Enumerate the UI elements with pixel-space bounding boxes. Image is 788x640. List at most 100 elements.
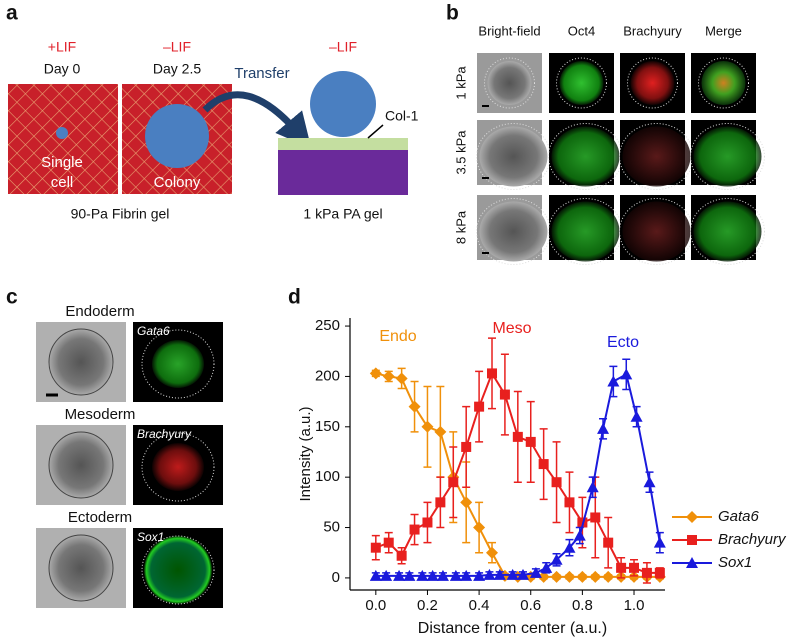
cell-signal [551, 201, 620, 262]
marker [409, 524, 420, 535]
marker [422, 517, 433, 528]
marker [449, 569, 462, 581]
marker [602, 570, 615, 583]
colony [48, 431, 114, 499]
germ-layer: Ectoderm [68, 509, 132, 526]
marker [493, 568, 506, 580]
column-header: Bright-field [478, 23, 540, 38]
condition: –LIF [163, 39, 191, 55]
marker [686, 511, 698, 523]
day: Day 0 [44, 61, 81, 77]
marker [416, 569, 429, 581]
marker [628, 570, 641, 583]
column-header: Brachyury [623, 23, 682, 38]
cell-signal [630, 61, 675, 105]
signal [144, 536, 212, 604]
marker [564, 497, 575, 508]
marker [653, 536, 666, 548]
marker [590, 512, 601, 523]
outline [627, 57, 678, 109]
x-tick-label: 0.0 [365, 597, 386, 614]
marker [460, 569, 473, 581]
germ-layer: Endoderm [65, 303, 134, 320]
x-tick-label: 0.4 [469, 597, 490, 614]
marker [408, 400, 421, 413]
x-tick-label: 0.2 [417, 597, 438, 614]
marker [525, 436, 536, 447]
y-tick-label: 0 [332, 569, 340, 586]
marker [383, 537, 394, 548]
marker [589, 570, 602, 583]
marker [563, 570, 576, 583]
cell-signal [693, 126, 762, 187]
marker [607, 375, 620, 387]
outline [141, 432, 215, 502]
outline [141, 535, 215, 605]
colony [48, 534, 114, 602]
cell-signal [693, 201, 762, 262]
marker [538, 459, 549, 470]
marker [474, 401, 485, 412]
marker [512, 431, 523, 442]
outline [698, 57, 749, 109]
condition: +LIF [48, 39, 76, 55]
cell-signal [622, 126, 691, 187]
row-label: 3.5 kPa [453, 130, 468, 175]
marker [483, 568, 496, 580]
marker [597, 422, 610, 434]
marker-label: Sox1 [137, 530, 164, 544]
marker [630, 410, 643, 422]
marker [551, 477, 562, 488]
marker [435, 497, 446, 508]
annotation: Meso [492, 320, 531, 337]
legend-label: Brachyury [718, 531, 787, 548]
marker [473, 521, 486, 534]
marker [380, 569, 393, 581]
marker [382, 370, 395, 383]
marker [487, 368, 498, 379]
marker [460, 496, 473, 509]
cell-label: Single [41, 154, 83, 171]
colony [145, 104, 209, 168]
x-tick-label: 0.8 [572, 597, 593, 614]
y-tick-label: 50 [323, 519, 340, 536]
signal [152, 340, 204, 388]
marker [434, 425, 447, 438]
annotation: Endo [379, 328, 416, 345]
day: Day 2.5 [153, 61, 201, 77]
marker [448, 477, 459, 488]
colony [48, 328, 114, 396]
marker [641, 567, 652, 578]
pointer [367, 124, 384, 139]
y-axis-title: Intensity (a.u.) [297, 406, 314, 501]
marker [550, 553, 563, 565]
annotation: Ecto [607, 334, 639, 351]
panel-label: b [446, 2, 459, 25]
marker [369, 367, 382, 380]
marker [620, 368, 633, 380]
marker [576, 570, 589, 583]
y-tick-label: 250 [315, 317, 340, 334]
outline [141, 329, 215, 399]
x-axis-title: Distance from center (a.u.) [418, 620, 607, 637]
marker [537, 570, 550, 583]
cell-signal [487, 61, 532, 105]
gel-label: 1 kPa PA gel [303, 206, 382, 222]
marker [396, 550, 407, 561]
coating [278, 138, 408, 150]
cell-signal [701, 61, 746, 105]
cell [56, 127, 68, 139]
gel [8, 84, 118, 194]
cell-signal [559, 61, 604, 105]
outline [690, 198, 765, 265]
cell-signal [479, 126, 548, 187]
colony [310, 71, 376, 137]
marker [540, 561, 553, 573]
column-header: Merge [705, 23, 742, 38]
marker [369, 569, 382, 581]
marker [370, 542, 381, 553]
marker [573, 529, 586, 541]
y-tick-label: 100 [315, 468, 340, 485]
germ-layer: Mesoderm [65, 406, 136, 423]
